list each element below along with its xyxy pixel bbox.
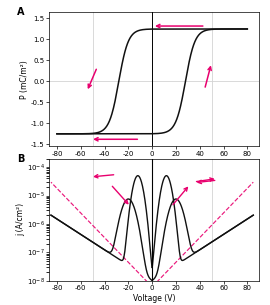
X-axis label: Voltage (V): Voltage (V) <box>133 293 175 303</box>
Text: B: B <box>17 154 24 164</box>
Text: A: A <box>17 7 25 17</box>
Y-axis label: j (A/cm²): j (A/cm²) <box>16 203 25 236</box>
Y-axis label: P (mC/m²): P (mC/m²) <box>20 60 29 99</box>
